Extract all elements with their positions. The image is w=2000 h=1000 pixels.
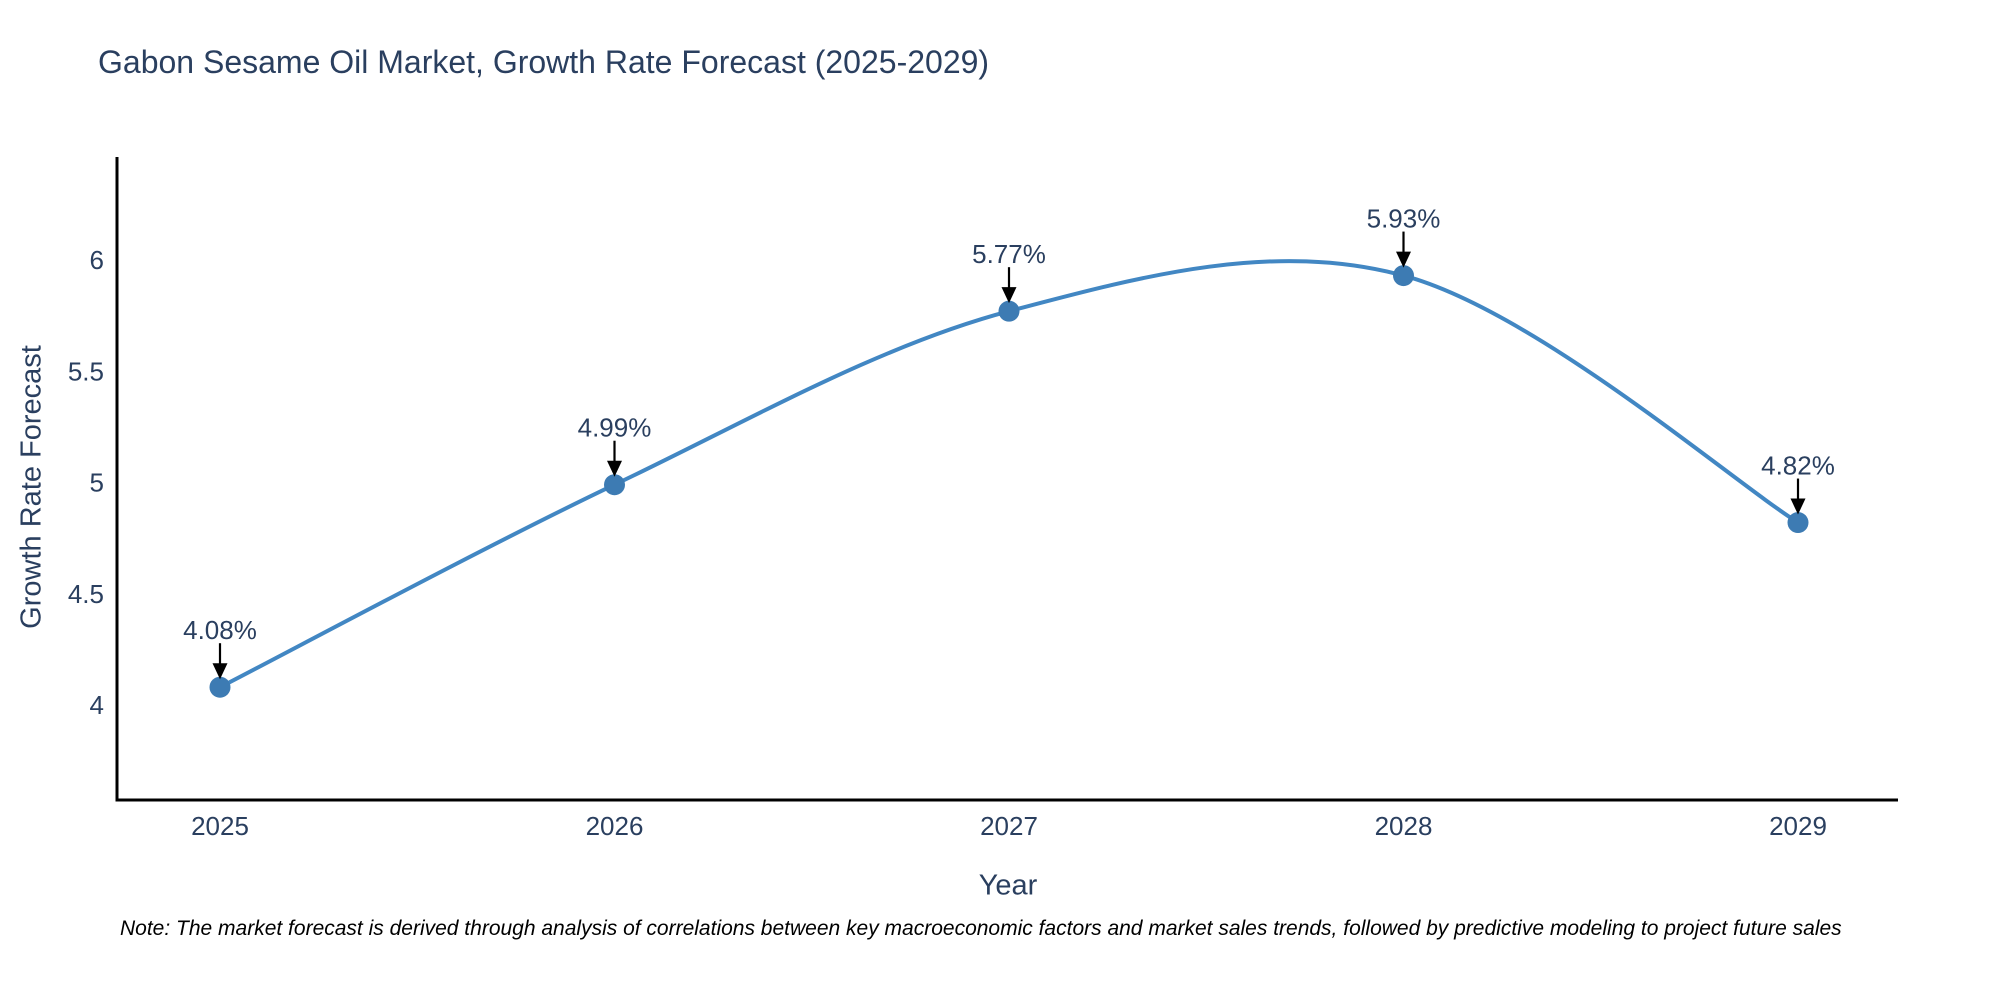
- x-tick-label: 2026: [586, 811, 644, 841]
- annotation-arrowhead-icon: [1396, 251, 1411, 268]
- point-annotation: 5.93%: [1367, 204, 1441, 268]
- point-annotation: 4.82%: [1761, 451, 1835, 515]
- annotation-label: 4.82%: [1761, 451, 1835, 481]
- y-tick-label: 4: [90, 690, 104, 720]
- point-annotation: 4.08%: [183, 615, 257, 680]
- axis-lines: [115, 157, 1898, 802]
- data-point-marker: [209, 676, 231, 698]
- point-annotation: 5.77%: [972, 239, 1046, 304]
- annotation-label: 5.93%: [1367, 204, 1441, 234]
- annotation-label: 5.77%: [972, 239, 1046, 269]
- annotation-arrowhead-icon: [212, 663, 228, 680]
- x-tick-label: 2029: [1769, 811, 1827, 841]
- series-line: [218, 259, 1800, 690]
- chart-title: Gabon Sesame Oil Market, Growth Rate For…: [98, 44, 990, 80]
- data-point-marker: [1393, 265, 1414, 287]
- x-tick-label: 2028: [1375, 811, 1433, 841]
- y-tick-label: 5.5: [68, 356, 104, 386]
- data-point-marker: [604, 474, 625, 496]
- annotation-arrowhead-icon: [1001, 287, 1017, 304]
- y-tick-label: 5: [90, 468, 104, 498]
- x-tick-label: 2027: [980, 811, 1038, 841]
- data-point-marker: [998, 300, 1020, 322]
- annotation-arrowhead-icon: [607, 460, 622, 477]
- y-axis-title: Growth Rate Forecast: [15, 345, 48, 629]
- y-tick-label: 4.5: [68, 579, 104, 609]
- annotation-label: 4.99%: [578, 413, 652, 443]
- y-tick-label: 6: [90, 245, 104, 275]
- point-annotation: 4.99%: [578, 413, 652, 477]
- x-axis-title: Year: [978, 869, 1038, 902]
- x-tick-label: 2025: [191, 811, 249, 841]
- footnote: Note: The market forecast is derived thr…: [120, 917, 1842, 940]
- annotation-label: 4.08%: [183, 615, 257, 645]
- data-point-marker: [1787, 512, 1809, 534]
- annotation-arrowhead-icon: [1790, 498, 1806, 515]
